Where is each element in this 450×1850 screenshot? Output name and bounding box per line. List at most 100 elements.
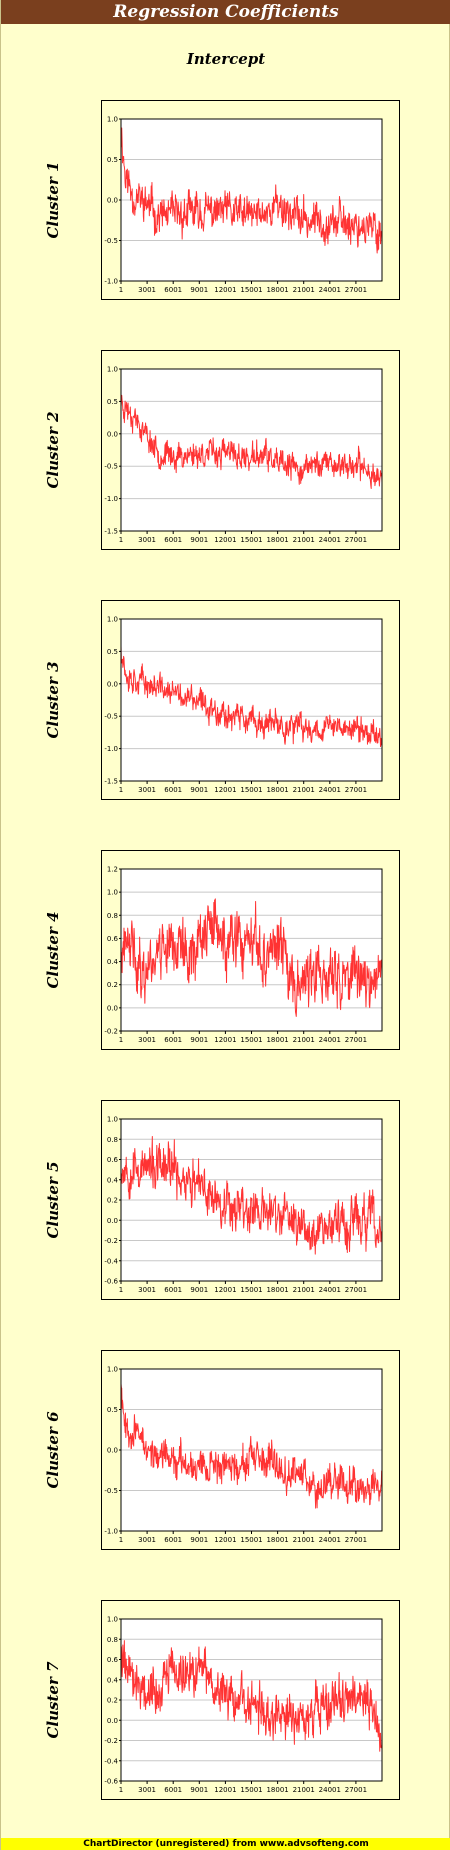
line-chart: 1.0 0.5 0.0 -0.5 -1.01 3001 6001 9001 12001 15001…	[104, 1366, 383, 1544]
x-tick-label: 27001	[345, 1786, 367, 1794]
y-tick-label: 1.2	[107, 866, 118, 874]
y-tick-label: 0.5	[107, 398, 118, 406]
chart-panel-2: 1.0 0.5 0.0 -0.5 -1.0 -1.5 1 3001 6001 9001 12001 1…	[101, 350, 400, 550]
plot-border	[120, 1368, 383, 1532]
x-tick-label: 1	[119, 1036, 123, 1044]
line-chart: 1.0 0.5 0.0 -0.5 -1.0 -1.51 3001 6001 9001 12001 1…	[104, 366, 383, 544]
y-tick-label: -0.4	[104, 1757, 118, 1765]
y-tick-label: -1.0	[104, 278, 118, 286]
y-tick-label: 0.6	[107, 935, 119, 943]
plot-area	[121, 619, 382, 781]
x-tick-label: 6001	[164, 286, 182, 294]
x-tick-label: 15001	[240, 286, 262, 294]
x-tick-label: 21001	[293, 1786, 315, 1794]
cluster-label-text: Cluster 6	[44, 1411, 62, 1489]
cluster-label-text: Cluster 1	[44, 161, 62, 239]
y-tick-label: 0.5	[107, 648, 118, 656]
y-tick-label: 0.4	[107, 1676, 119, 1684]
x-tick-label: 18001	[266, 536, 288, 544]
y-tick-label: -0.5	[104, 1487, 118, 1495]
x-tick-label: 6001	[164, 1536, 182, 1544]
x-tick-label: 9001	[190, 1786, 208, 1794]
x-tick-label: 6001	[164, 1786, 182, 1794]
y-tick-label: 0.2	[107, 981, 118, 989]
x-tick-label: 21001	[293, 1286, 315, 1294]
y-tick-label: 1.0	[107, 366, 118, 374]
y-tick-label: 0.0	[107, 197, 118, 205]
x-tick-label: 24001	[319, 536, 341, 544]
series-line	[120, 1383, 383, 1509]
series-line	[120, 898, 383, 1017]
x-tick-label: 27001	[345, 1036, 367, 1044]
x-tick-label: 18001	[266, 1786, 288, 1794]
y-tick-label: 1.0	[107, 1616, 118, 1624]
cluster-label-text: Cluster 5	[44, 1161, 62, 1239]
x-tick-label: 6001	[164, 1286, 182, 1294]
x-tick-label: 24001	[319, 786, 341, 794]
plot-area	[121, 369, 382, 531]
cluster-label-text: Cluster 2	[44, 411, 62, 489]
x-tick-label: 3001	[138, 536, 156, 544]
y-tick-label: -0.2	[104, 1028, 118, 1036]
y-tick-label: 0.6	[107, 1156, 119, 1164]
x-tick-label: 18001	[266, 1536, 288, 1544]
x-tick-label: 18001	[266, 1286, 288, 1294]
x-tick-label: 12001	[214, 786, 236, 794]
x-tick-label: 9001	[190, 286, 208, 294]
y-tick-label: 0.8	[107, 912, 118, 920]
x-tick-label: 15001	[240, 536, 262, 544]
x-tick-label: 3001	[138, 1286, 156, 1294]
y-tick-label: 0.4	[107, 1176, 119, 1184]
x-tick-label: 15001	[240, 1786, 262, 1794]
x-tick-label: 3001	[138, 1786, 156, 1794]
chart-panel-3: 1.0 0.5 0.0 -0.5 -1.0 -1.5 1 3001 6001 9001 12001 1…	[101, 600, 400, 800]
x-tick-label: 21001	[293, 786, 315, 794]
x-tick-label: 27001	[345, 286, 367, 294]
x-tick-label: 15001	[240, 786, 262, 794]
plot-border	[120, 1618, 383, 1782]
chart-panel-1: 1.0 0.5 0.0 -0.5 -1.0 1 3001 6001 9001 12001 15001…	[101, 100, 400, 300]
x-tick-label: 1	[119, 786, 123, 794]
x-tick-label: 24001	[319, 1786, 341, 1794]
x-tick-label: 9001	[190, 1036, 208, 1044]
x-tick-label: 21001	[293, 1036, 315, 1044]
x-tick-label: 1	[119, 1286, 123, 1294]
y-tick-label: 0.4	[107, 958, 119, 966]
y-tick-label: -1.0	[104, 745, 118, 753]
y-tick-label: 0.0	[107, 1447, 118, 1455]
y-tick-label: 0.0	[107, 1717, 118, 1725]
x-tick-label: 3001	[138, 1536, 156, 1544]
chart-panel-6: 1.0 0.5 0.0 -0.5 -1.0 1 3001 6001 9001 12001 15001…	[101, 1350, 400, 1550]
x-tick-label: 15001	[240, 1286, 262, 1294]
x-tick-label: 18001	[266, 1036, 288, 1044]
line-chart: 1.0 0.5 0.0 -0.5 -1.0 -1.51 3001 6001 9001 12001 1…	[104, 616, 383, 794]
series-line	[120, 1136, 383, 1255]
y-tick-label: 0.2	[107, 1697, 118, 1705]
series-line	[120, 1640, 383, 1752]
cluster-label-text: Cluster 7	[44, 1661, 62, 1739]
x-tick-label: 6001	[164, 536, 182, 544]
y-tick-label: 1.0	[107, 616, 118, 624]
y-tick-label: -0.5	[104, 237, 118, 245]
x-tick-label: 3001	[138, 286, 156, 294]
y-tick-label: 0.0	[107, 430, 118, 438]
y-tick-label: -0.5	[104, 463, 118, 471]
plot-border	[120, 868, 383, 1032]
y-tick-label: 0.6	[107, 1656, 119, 1664]
y-tick-label: 0.8	[107, 1636, 118, 1644]
x-tick-label: 24001	[319, 1286, 341, 1294]
y-tick-label: 0.0	[107, 680, 118, 688]
x-tick-label: 9001	[190, 536, 208, 544]
y-tick-label: -0.6	[104, 1278, 118, 1286]
y-tick-label: 0.8	[107, 1136, 118, 1144]
x-tick-label: 1	[119, 536, 123, 544]
x-tick-label: 12001	[214, 536, 236, 544]
x-tick-label: 6001	[164, 1036, 182, 1044]
x-tick-label: 3001	[138, 1036, 156, 1044]
x-tick-label: 24001	[319, 1036, 341, 1044]
cluster-label-text: Cluster 3	[44, 661, 62, 739]
y-tick-label: 1.0	[107, 889, 118, 897]
x-tick-label: 27001	[345, 1536, 367, 1544]
chart-panel-5: 1.0 0.8 0.6 0.4 0.2 0.0 -0.2 -0.4 -0.6 1 3001 6001 9…	[101, 1100, 400, 1300]
